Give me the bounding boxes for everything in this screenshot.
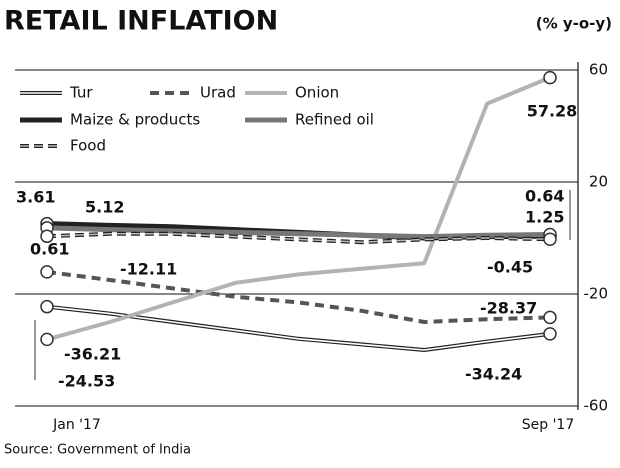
y-tick-label: 20 bbox=[589, 173, 608, 191]
data-label: -34.24 bbox=[465, 365, 522, 384]
end-marker bbox=[543, 232, 557, 247]
data-label: 1.25 bbox=[525, 208, 564, 227]
data-label: 3.61 bbox=[16, 188, 55, 207]
legend-label: Food bbox=[70, 137, 106, 155]
data-label: -0.45 bbox=[487, 258, 533, 277]
data-label: -36.21 bbox=[64, 345, 121, 364]
series-line bbox=[46, 269, 551, 324]
data-label: 5.12 bbox=[85, 198, 124, 217]
series-line bbox=[46, 225, 551, 240]
end-marker bbox=[543, 310, 557, 325]
end-marker bbox=[40, 265, 54, 279]
unit-label: (% y-o-y) bbox=[536, 15, 612, 33]
legend-label: Urad bbox=[200, 84, 236, 102]
chart-title: RETAIL INFLATION bbox=[4, 6, 278, 37]
legend-label: Refined oil bbox=[295, 111, 374, 129]
data-label: -12.11 bbox=[120, 260, 177, 279]
x-tick-label: Jan '17 bbox=[52, 417, 101, 433]
x-tick-label: Sep '17 bbox=[522, 417, 575, 433]
data-label: 0.64 bbox=[525, 187, 564, 206]
end-marker bbox=[543, 327, 557, 341]
end-marker bbox=[543, 70, 557, 85]
data-label: 57.28 bbox=[527, 102, 578, 121]
y-tick-label: 60 bbox=[589, 61, 608, 79]
y-tick-label: -20 bbox=[584, 285, 609, 303]
end-marker bbox=[40, 332, 54, 347]
end-marker bbox=[40, 299, 54, 314]
end-marker bbox=[40, 229, 54, 244]
source: Source: Government of India bbox=[4, 443, 191, 458]
legend-label: Onion bbox=[295, 84, 339, 102]
data-label: -28.37 bbox=[480, 299, 537, 318]
series-line bbox=[46, 75, 551, 342]
legend-label: Tur bbox=[69, 84, 93, 102]
y-tick-label: -60 bbox=[584, 397, 609, 415]
series-line-inner bbox=[46, 305, 551, 351]
data-label: 0.61 bbox=[30, 240, 69, 259]
legend-label: Maize & products bbox=[70, 111, 200, 129]
data-label: -24.53 bbox=[58, 372, 115, 391]
